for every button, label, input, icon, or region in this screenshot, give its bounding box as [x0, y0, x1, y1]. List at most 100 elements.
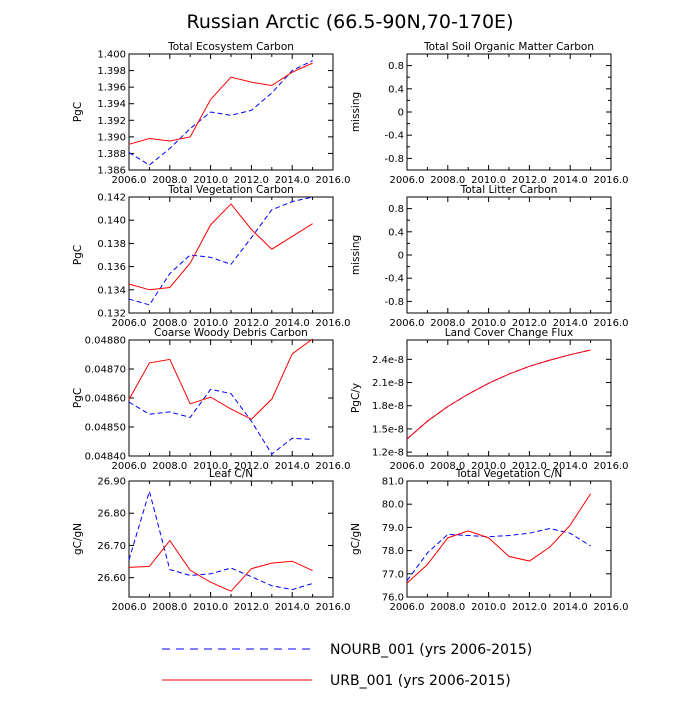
y-tick-label: 0.04840 [85, 452, 126, 463]
plot-frame [406, 53, 612, 171]
panel-title: Land Cover Change Flux [445, 327, 573, 339]
panel-3: Total Vegetation Carbon PgC 2006.0 2008.0 20… [72, 184, 351, 329]
series-line-nourb [128, 388, 313, 455]
y-tick-label: 1.5e-8 [372, 424, 404, 435]
legend-label-nourb: NOURB_001 (yrs 2006-2015) [330, 642, 532, 658]
plot-frame [406, 339, 612, 457]
x-tick-label: 2012.0 [512, 318, 547, 329]
x-tick-label: 2008.0 [152, 318, 187, 329]
x-tick-label: 2010.0 [193, 461, 228, 472]
x-tick-label: 2014.0 [553, 461, 588, 472]
figure-title: Russian Arctic (66.5-90N,70-170E) [187, 11, 514, 33]
x-tick-label: 2008.0 [430, 602, 465, 613]
x-tick-label: 2016.0 [316, 318, 351, 329]
x-tick-label: 2012.0 [234, 318, 269, 329]
plot-frame [406, 196, 612, 314]
x-tick-label: 2014.0 [275, 602, 310, 613]
x-tick-label: 2014.0 [553, 602, 588, 613]
y-axis-label: missing [350, 92, 362, 132]
panel-6: Land Cover Change Flux PgC/y 2006.0 2008.0 2… [350, 327, 629, 472]
y-tick-label: 0.04860 [85, 394, 126, 405]
x-tick-label: 2006.0 [390, 175, 425, 186]
y-tick-label: -0.8 [384, 154, 404, 165]
plot-frame [128, 480, 334, 598]
x-tick-label: 2016.0 [594, 602, 629, 613]
series-line-urb [128, 539, 313, 592]
y-tick-label: 2.4e-8 [372, 355, 404, 366]
y-tick-label: 79.0 [382, 523, 404, 534]
series-line-urb [406, 349, 591, 440]
panel-title: Total Ecosystem Carbon [167, 41, 294, 53]
x-tick-label: 2008.0 [430, 318, 465, 329]
x-tick-label: 2008.0 [152, 175, 187, 186]
y-tick-label: 26.80 [97, 509, 126, 520]
y-tick-label: 1.390 [97, 132, 126, 143]
x-tick-label: 2012.0 [512, 175, 547, 186]
panel-title: Total Soil Organic Matter Carbon [423, 41, 594, 53]
x-tick-label: 2016.0 [594, 461, 629, 472]
x-tick-label: 2006.0 [112, 602, 147, 613]
y-tick-label: 0.142 [97, 193, 126, 204]
y-tick-label: 0.134 [97, 285, 126, 296]
x-tick-label: 2012.0 [234, 461, 269, 472]
plot-frame [128, 339, 334, 457]
y-axis-label: PgC [72, 245, 84, 265]
x-tick-label: 2010.0 [193, 318, 228, 329]
x-tick-label: 2010.0 [471, 461, 506, 472]
plot-frame [406, 480, 612, 598]
x-tick-label: 2016.0 [316, 461, 351, 472]
x-tick-label: 2010.0 [471, 318, 506, 329]
y-tick-label: 26.60 [97, 573, 126, 584]
y-tick-label: 76.0 [382, 593, 404, 604]
x-tick-label: 2012.0 [512, 461, 547, 472]
x-tick-label: 2014.0 [553, 175, 588, 186]
x-tick-label: 2006.0 [112, 175, 147, 186]
y-tick-label: 1.396 [97, 83, 126, 94]
y-tick-label: 81.0 [382, 477, 404, 488]
x-tick-label: 2008.0 [430, 461, 465, 472]
series-line-nourb [128, 489, 313, 591]
y-tick-label: 0.04870 [85, 365, 126, 376]
y-axis-label: gC/gN [72, 523, 84, 555]
y-tick-label: 26.70 [97, 541, 126, 552]
x-tick-label: 2008.0 [430, 175, 465, 186]
y-axis-label: PgC/y [350, 383, 362, 413]
y-tick-label: 0.136 [97, 262, 126, 273]
x-tick-label: 2014.0 [275, 318, 310, 329]
y-tick-label: -0.4 [384, 131, 404, 142]
x-tick-label: 2006.0 [390, 461, 425, 472]
panel-1: Total Ecosystem Carbon PgC 2006.0 2008.0 201… [72, 41, 351, 186]
panel-5: Coarse Woody Debris Carbon PgC 2006.0 2008.… [72, 327, 351, 472]
y-tick-label: 1.400 [97, 50, 126, 61]
y-tick-label: 26.90 [97, 477, 126, 488]
y-tick-label: 0 [398, 251, 404, 262]
x-tick-label: 2016.0 [594, 318, 629, 329]
y-axis-label: PgC [72, 388, 84, 408]
plot-frame [128, 53, 334, 171]
x-tick-label: 2010.0 [471, 602, 506, 613]
series-line-nourb [128, 60, 313, 166]
series-line-nourb [406, 349, 591, 440]
panels: Total Ecosystem Carbon PgC 2006.0 2008.0 201… [72, 41, 629, 613]
y-axis-label: PgC [72, 102, 84, 122]
series-line-nourb [406, 528, 591, 582]
x-tick-label: 2012.0 [234, 602, 269, 613]
plot-frame [128, 196, 334, 314]
y-axis-label: missing [350, 235, 362, 275]
y-tick-label: 1.394 [97, 99, 126, 110]
panel-title: Total Vegetation C/N [455, 468, 563, 480]
x-tick-label: 2016.0 [316, 602, 351, 613]
panel-title: Coarse Woody Debris Carbon [154, 327, 308, 339]
panel-title: Total Litter Carbon [460, 184, 558, 196]
x-tick-label: 2016.0 [594, 175, 629, 186]
x-tick-label: 2012.0 [512, 602, 547, 613]
y-tick-label: 0.04850 [85, 423, 126, 434]
series-line-urb [128, 203, 313, 291]
y-tick-label: 1.386 [97, 166, 126, 177]
y-tick-label: 1.388 [97, 149, 126, 160]
y-tick-label: 77.0 [382, 569, 404, 580]
x-tick-label: 2008.0 [152, 602, 187, 613]
x-tick-label: 2006.0 [390, 602, 425, 613]
